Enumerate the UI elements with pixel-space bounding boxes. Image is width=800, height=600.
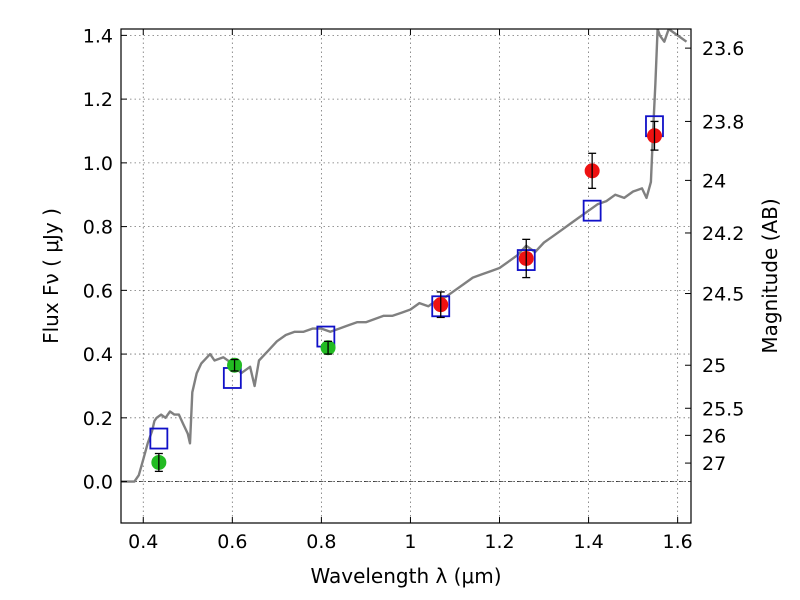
right-tick-label: 23.6 (702, 38, 744, 60)
y-axis-label: Flux Fν ( μJy ) (39, 208, 63, 344)
y-tick-label: 1.0 (83, 153, 113, 175)
right-tick-label: 24.2 (702, 223, 744, 245)
x-tick-label: 1.6 (663, 531, 693, 553)
plot-area (121, 29, 691, 483)
y-tick-label: 0.4 (83, 344, 113, 366)
right-tick-label: 24 (702, 170, 726, 192)
grid (121, 29, 691, 523)
x-tick-label: 1.2 (484, 531, 514, 553)
sed-model-line (121, 29, 688, 483)
y-tick-label: 1.2 (83, 89, 113, 111)
right-tick-label: 25.5 (702, 398, 744, 420)
right-tick-label: 23.8 (702, 111, 744, 133)
right-tick-label: 27 (702, 453, 726, 475)
right-tick-label: 25 (702, 355, 726, 377)
y-tick-label: 1.4 (83, 25, 113, 47)
y-tick-label: 0.6 (83, 280, 113, 302)
y-tick-label: 0.2 (83, 408, 113, 430)
plot-frame (120, 28, 692, 524)
x-tick-label: 1 (404, 531, 416, 553)
plot-data-group (121, 29, 691, 483)
x-tick-label: 1.4 (573, 531, 603, 553)
y-tick-label: 0.8 (83, 217, 113, 239)
x-tick-label: 0.6 (217, 531, 247, 553)
y-tick-label: 0.0 (83, 472, 113, 494)
axes-ticks: 0.4 0.6 0.8 1 1.2 1.4 1.6 0.0 0.2 0.4 0.6 0.8 1.0 1.2… (83, 25, 745, 553)
right-tick-label: 24.5 (702, 284, 744, 306)
right-tick-label: 26 (702, 425, 726, 447)
model-flux-square (149, 427, 169, 450)
x-tick-label: 0.8 (306, 531, 336, 553)
x-tick-label: 0.4 (128, 531, 158, 553)
model-flux-square (582, 199, 602, 222)
right-axis-label: Magnitude (AB) (758, 198, 782, 353)
x-axis-label: Wavelength λ (μm) (310, 564, 501, 588)
